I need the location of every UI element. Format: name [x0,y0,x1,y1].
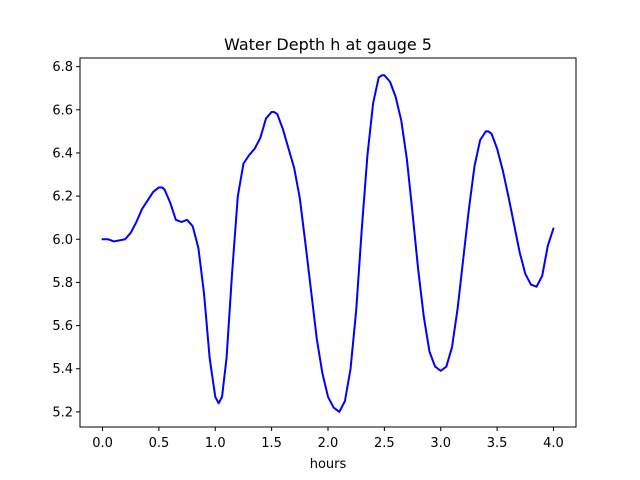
y-tick-label: 6.6 [52,103,73,118]
y-tick-label: 6.4 [52,146,73,161]
x-tick-label: 1.0 [205,436,226,451]
y-tick-label: 5.2 [52,405,73,420]
plot-background [80,58,576,427]
x-axis-label: hours [310,457,347,472]
y-axis-ticks: 5.2 5.4 5.6 5.8 6.0 6.2 6.4 6.6 6.8 [52,60,80,420]
x-tick-label: 1.5 [261,436,282,451]
plot-area [79,57,577,428]
x-tick-label: 3.0 [430,436,451,451]
chart-title: Water Depth h at gauge 5 [224,35,432,54]
y-tick-label: 6.0 [52,233,73,248]
y-tick-label: 5.8 [52,276,73,291]
x-tick-label: 4.0 [543,436,564,451]
x-tick-label: 0.5 [149,436,170,451]
y-tick-label: 6.2 [52,190,73,205]
y-tick-label: 5.4 [52,362,73,377]
series-line [101,74,555,413]
x-tick-label: 0.0 [92,436,113,451]
x-tick-label: 2.5 [374,436,395,451]
x-axis-ticks: 0.0 0.5 1.0 1.5 2.0 2.5 3.0 3.5 4.0 [92,427,564,451]
x-tick-label: 3.5 [487,436,508,451]
y-tick-label: 5.6 [52,319,73,334]
y-tick-label: 6.8 [52,60,73,75]
x-tick-label: 2.0 [318,436,339,451]
